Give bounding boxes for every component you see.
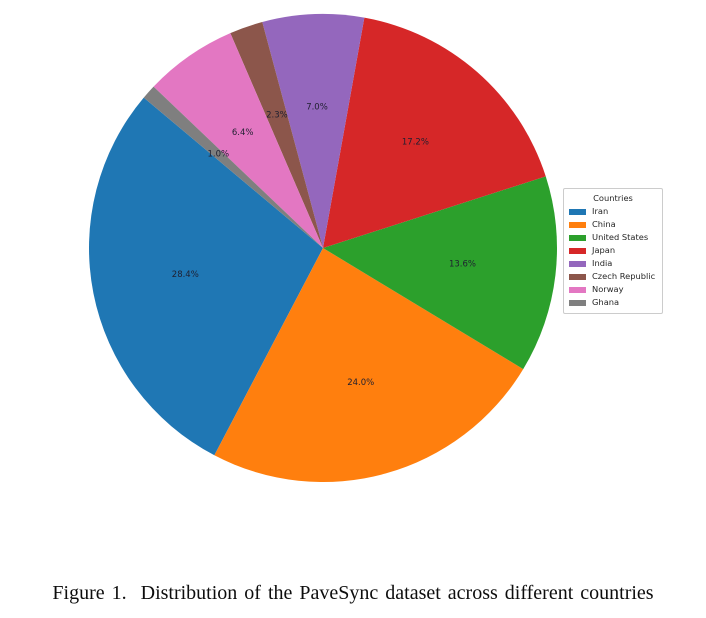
pct-label-ghana: 1.0% bbox=[207, 149, 229, 159]
pct-label-united-states: 13.6% bbox=[449, 259, 476, 269]
pct-label-czech-republic: 2.3% bbox=[266, 110, 288, 120]
legend-swatch-china bbox=[569, 221, 586, 228]
pie-slice-united-states bbox=[323, 176, 558, 370]
pct-label-iran: 28.4% bbox=[172, 270, 199, 280]
legend-swatch-united-states bbox=[569, 234, 586, 241]
pie-slice-norway bbox=[153, 33, 323, 248]
pct-label-china: 24.0% bbox=[347, 378, 374, 388]
legend-label-india: India bbox=[592, 258, 613, 268]
legend-label-iran: Iran bbox=[592, 206, 609, 216]
legend-items: Iran China United States Japan India Czech Re… bbox=[564, 205, 662, 309]
pie-slice-czech-republic bbox=[230, 22, 323, 248]
legend-item-iran: Iran bbox=[564, 205, 662, 218]
pie-slice-india bbox=[262, 13, 365, 248]
legend-label-china: China bbox=[592, 219, 616, 229]
pie-slice-japan bbox=[323, 17, 546, 249]
legend-label-japan: Japan bbox=[592, 245, 616, 255]
legend-swatch-iran bbox=[569, 208, 586, 215]
legend-swatch-india bbox=[569, 260, 586, 267]
legend-item-india: India bbox=[564, 257, 662, 270]
legend-label-ghana: Ghana bbox=[592, 297, 620, 307]
legend-title: Countries bbox=[593, 193, 633, 203]
pct-label-norway: 6.4% bbox=[232, 128, 254, 138]
legend-label-united-states: United States bbox=[592, 232, 649, 242]
pie-slice-ghana bbox=[143, 86, 323, 249]
legend-label-norway: Norway bbox=[592, 284, 624, 294]
pie-chart: 28.4% 24.0% 13.6% 17.2% 7.0% 2.3% 6.4% 1.0% bbox=[89, 13, 558, 483]
legend-item-united-states: United States bbox=[564, 231, 662, 244]
pct-label-india: 7.0% bbox=[306, 103, 328, 113]
pie-slice-china bbox=[214, 248, 524, 483]
legend-item-ghana: Ghana bbox=[564, 296, 662, 309]
legend-swatch-czech-republic bbox=[569, 273, 586, 280]
legend-item-japan: Japan bbox=[564, 244, 662, 257]
figure-caption: Figure 1. Distribution of the PaveSync d… bbox=[52, 582, 654, 604]
pct-label-japan: 17.2% bbox=[402, 137, 429, 147]
legend-item-china: China bbox=[564, 218, 662, 231]
legend: Countries Iran China United States Japan Ind… bbox=[563, 188, 663, 314]
legend-item-czech-republic: Czech Republic bbox=[564, 270, 662, 283]
legend-swatch-japan bbox=[569, 247, 586, 254]
legend-swatch-norway bbox=[569, 286, 586, 293]
legend-label-czech-republic: Czech Republic bbox=[592, 271, 656, 281]
legend-item-norway: Norway bbox=[564, 283, 662, 296]
legend-swatch-ghana bbox=[569, 299, 586, 306]
pie-slice-iran bbox=[89, 97, 324, 456]
